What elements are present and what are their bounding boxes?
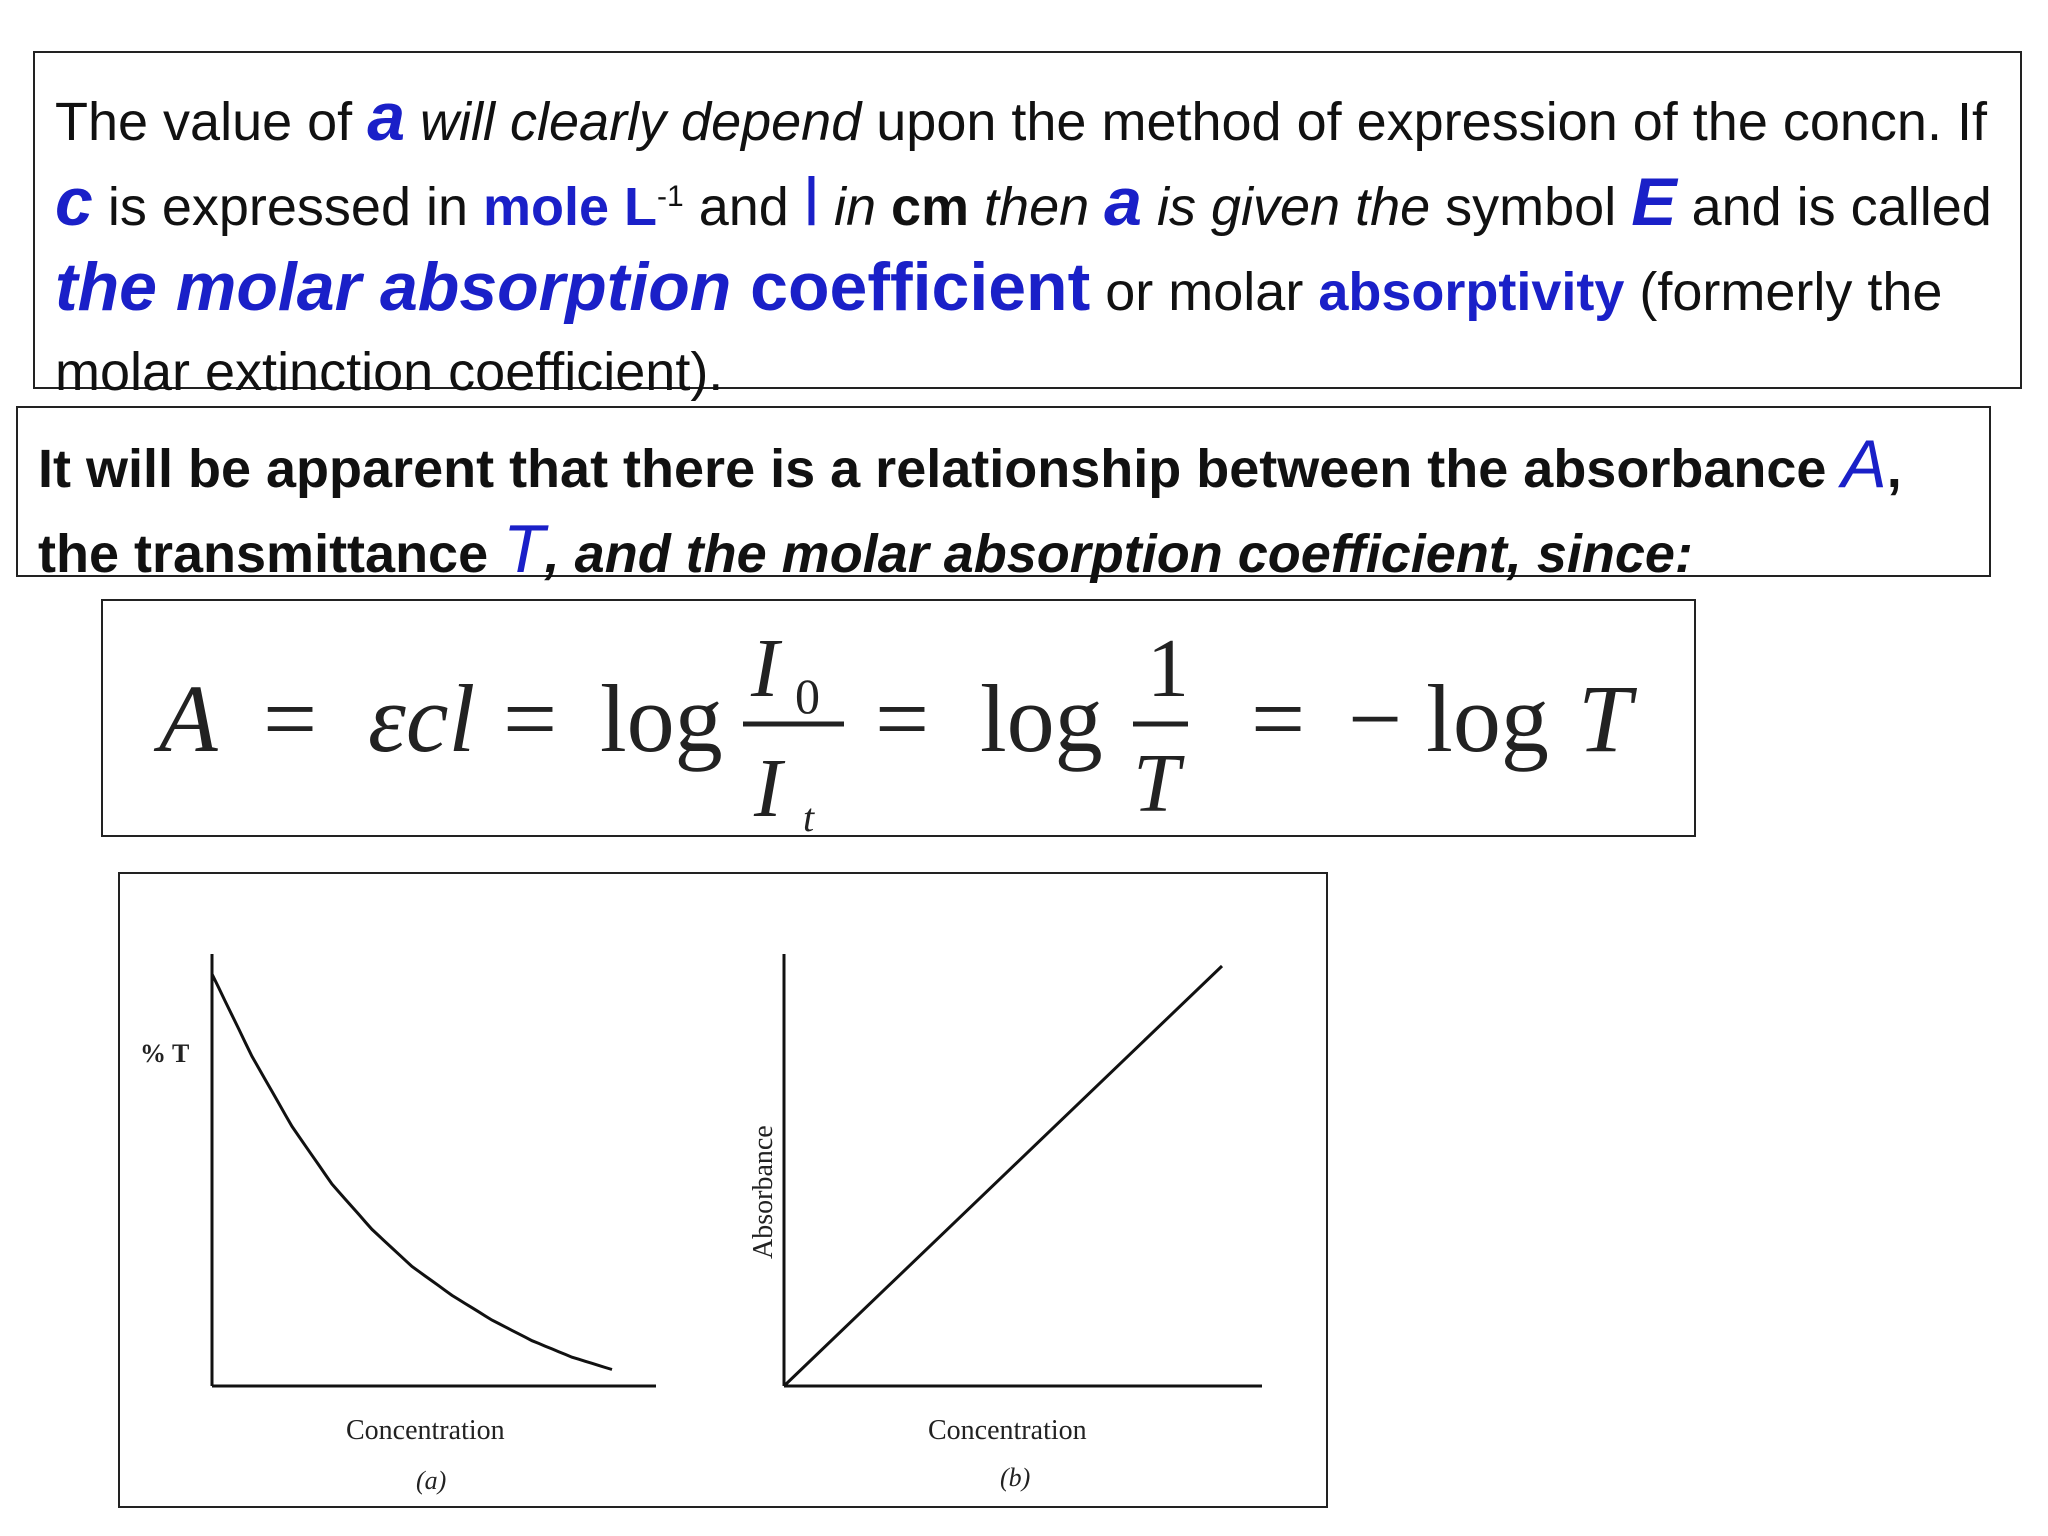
definition-paragraph-box: The value of a will clearly depend upon … xyxy=(33,51,2022,402)
symbol-c: c xyxy=(55,164,93,240)
beer-lambert-equation: A = εcl = log I 0 I t = log 1 T = − log … xyxy=(101,599,1696,837)
eq-T: T xyxy=(1133,737,1185,830)
term-coefficient: coefficient xyxy=(731,249,1091,325)
text-run: It will be apparent that there is a rela… xyxy=(38,439,1842,499)
relationship-paragraph-box: It will be apparent that there is a rela… xyxy=(16,406,1991,587)
term-absorptivity: absorptivity xyxy=(1318,262,1625,322)
plot-a: % T Concentration (a) xyxy=(140,954,656,1495)
symbol-absorbance: A xyxy=(1841,426,1887,502)
symbol-a: a xyxy=(1104,164,1142,240)
eq-A: A xyxy=(153,665,218,772)
plot-b: Absorbance Concentration (b) xyxy=(748,954,1262,1492)
caption-a: (a) xyxy=(416,1466,446,1495)
eq-I0-sub: 0 xyxy=(795,668,820,724)
series-line xyxy=(782,964,1224,1388)
eq-I0: I xyxy=(750,622,783,715)
text-run: and xyxy=(683,177,804,237)
y-axis-label: Absorbance xyxy=(748,1125,779,1259)
y-axis-label: % T xyxy=(140,1039,189,1068)
text-run: then xyxy=(969,177,1105,237)
series-line xyxy=(210,973,613,1371)
text-run: and is called xyxy=(1676,177,1992,237)
caption-b: (b) xyxy=(1000,1463,1030,1492)
eq-log: log xyxy=(980,665,1103,772)
text-run: is given the xyxy=(1141,177,1431,237)
x-axis-label: Concentration xyxy=(928,1415,1087,1446)
eq-It-sub: t xyxy=(803,795,815,835)
unit-cm: cm xyxy=(891,177,970,237)
eq-one: 1 xyxy=(1147,622,1189,715)
text-run: upon the method of expression of the con… xyxy=(861,92,1987,152)
superscript: -1 xyxy=(657,180,684,213)
eq-ecl: εcl xyxy=(368,665,475,772)
unit-mole-l: mole L xyxy=(483,177,658,237)
eq-log: log xyxy=(600,665,723,772)
eq-equals: = xyxy=(263,665,317,772)
text-run: or molar xyxy=(1090,262,1319,322)
text-run: is expressed in xyxy=(92,177,484,237)
text-run: The value of xyxy=(55,92,368,152)
data-line xyxy=(782,964,1224,1388)
x-axis-label: Concentration xyxy=(346,1415,505,1446)
text-run: , the transmittance xyxy=(38,439,1902,584)
eq-It: I xyxy=(753,742,786,835)
eq-equals: = xyxy=(503,665,557,772)
eq-neglog: − log xyxy=(1348,665,1549,772)
absorbance-transmittance-figure: % T Concentration (a) Absorbance Concent… xyxy=(118,872,1328,1508)
term-molar-absorption: the molar absorption xyxy=(55,249,732,325)
eq-equals: = xyxy=(875,665,929,772)
text-run: , and the molar absorption coefficient, … xyxy=(544,524,1693,584)
symbol-transmittance: T xyxy=(503,511,545,587)
eq-T-end: T xyxy=(1578,665,1638,772)
text-run: in xyxy=(818,177,891,237)
text-run: will clearly depend xyxy=(405,92,862,152)
symbol-l: l xyxy=(803,164,819,240)
symbol-e: E xyxy=(1631,164,1677,240)
text-run: (formerly the molar extinction coefficie… xyxy=(55,262,1943,402)
eq-equals: = xyxy=(1251,665,1305,772)
data-line xyxy=(210,973,613,1371)
text-run: symbol xyxy=(1430,177,1632,237)
symbol-a: a xyxy=(367,79,406,155)
